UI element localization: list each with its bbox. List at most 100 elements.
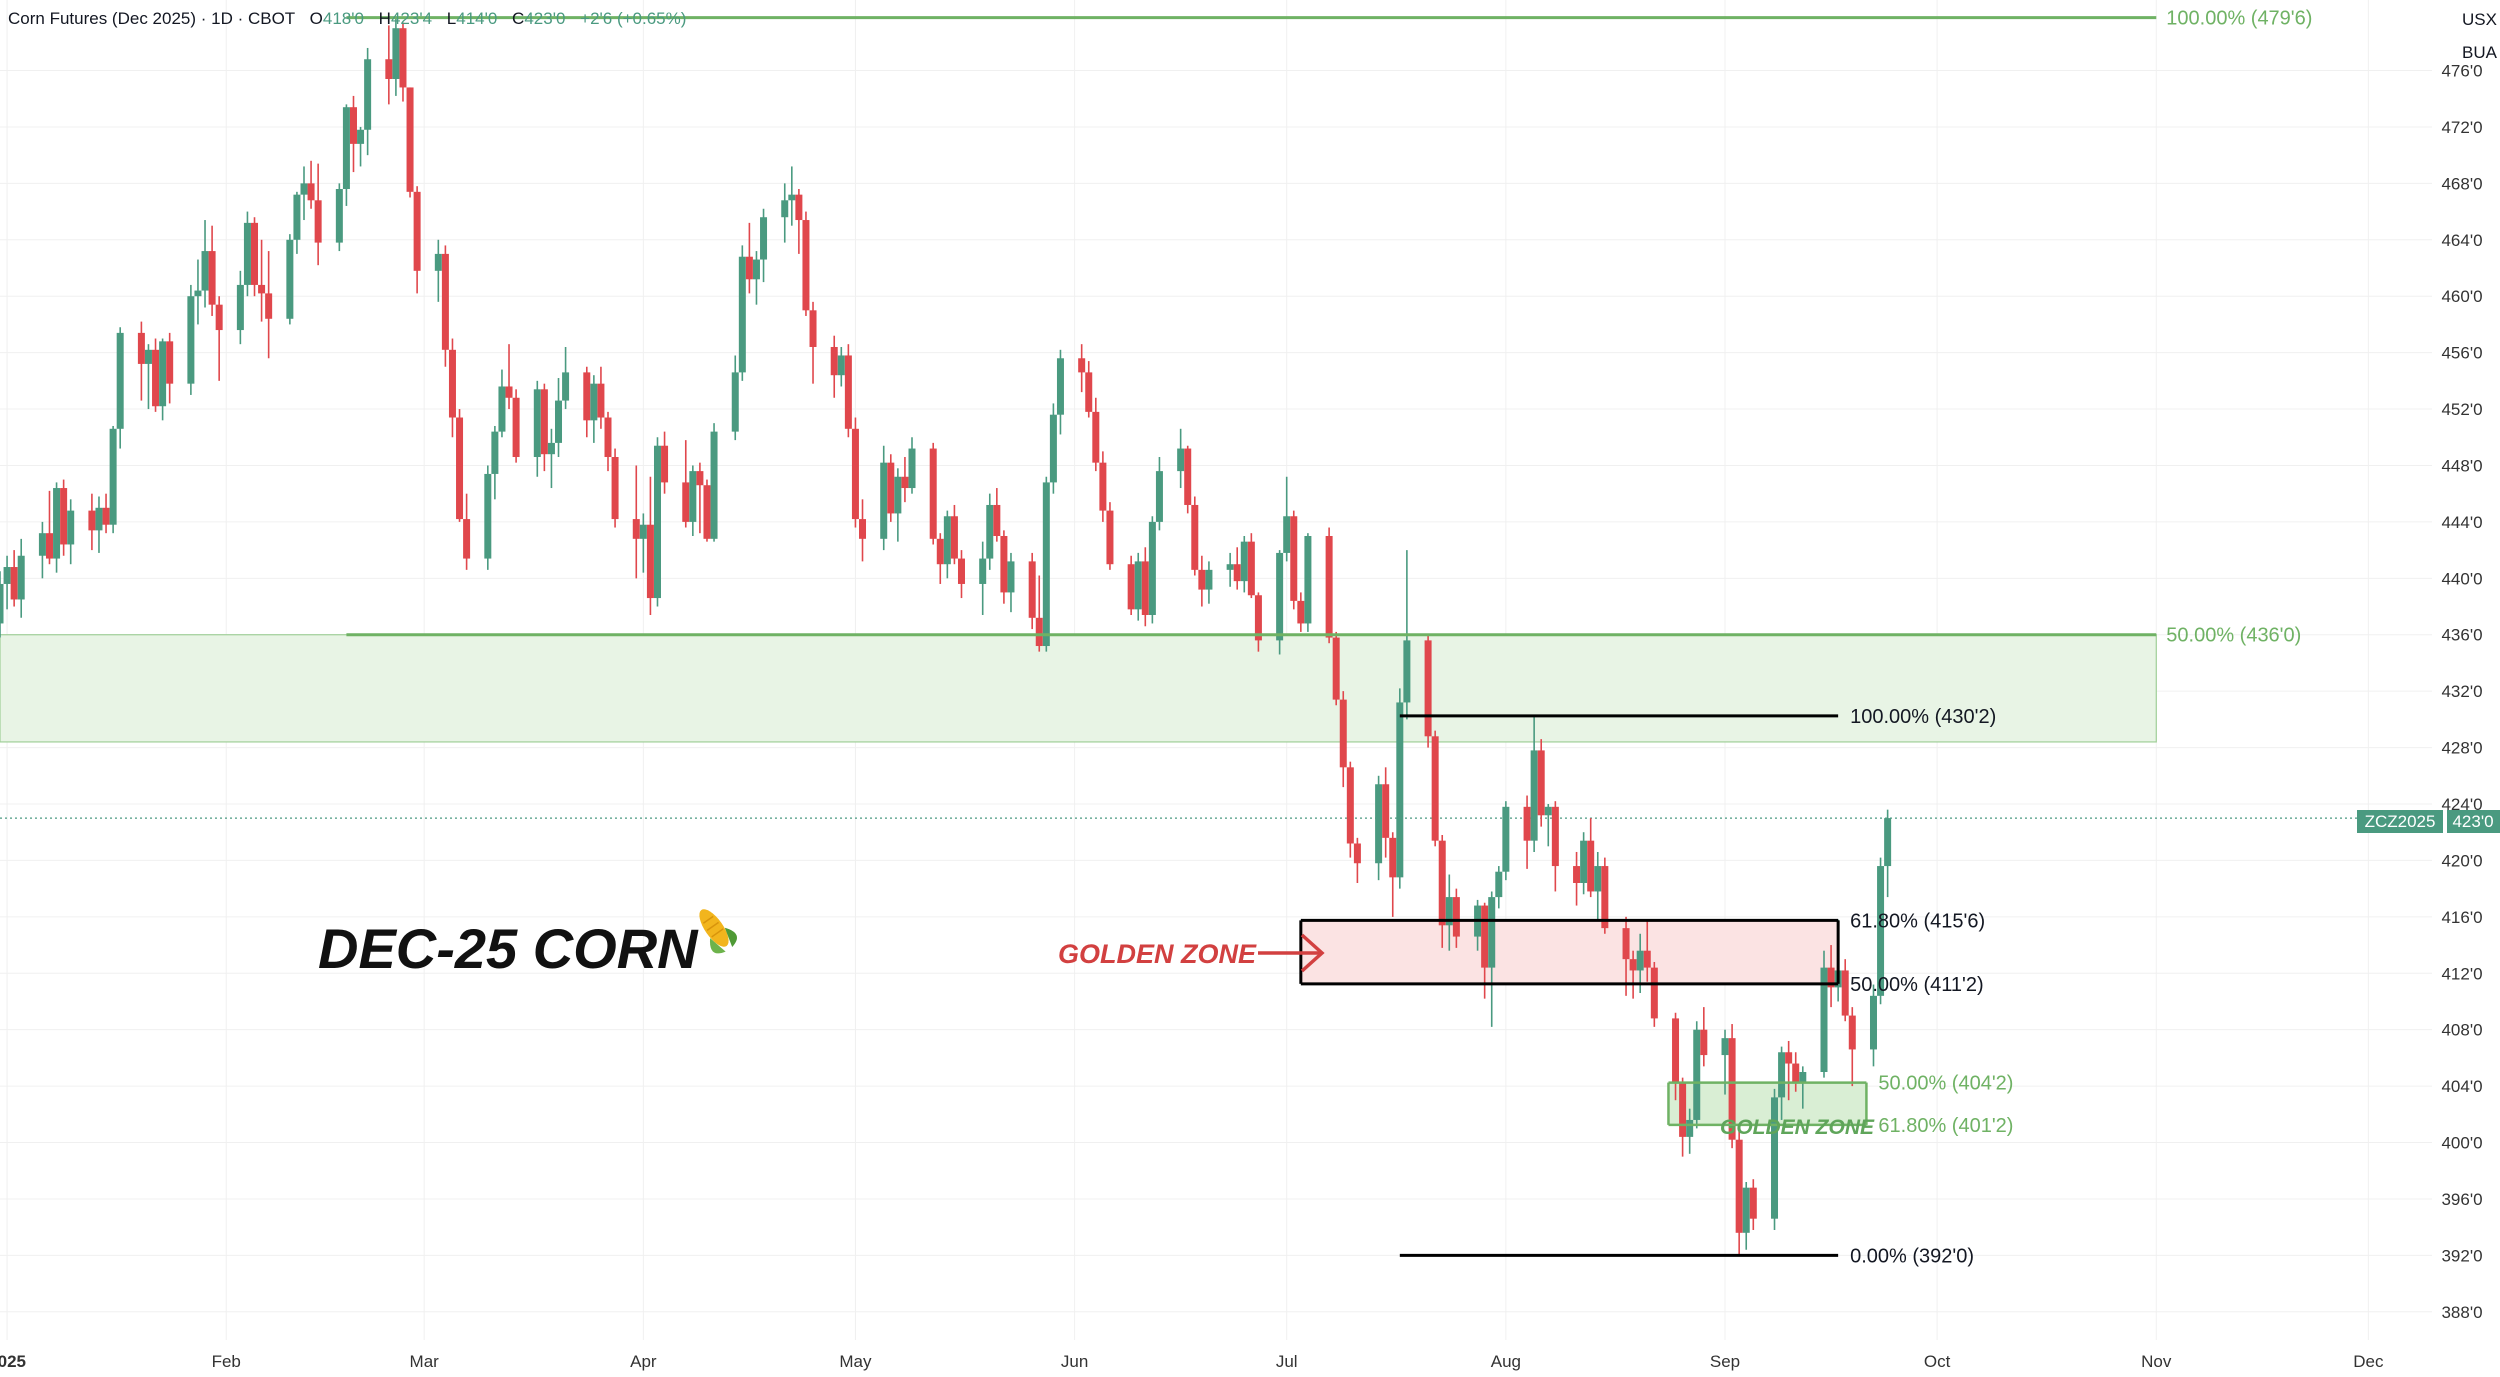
candle-body bbox=[1177, 448, 1185, 472]
candle-body bbox=[943, 516, 951, 565]
candle bbox=[604, 411, 612, 472]
candle bbox=[1452, 888, 1460, 948]
svg-text:Corn Futures (Dec 2025) · 1D ·: Corn Futures (Dec 2025) · 1D · CBOT O418… bbox=[8, 9, 686, 28]
candle-body bbox=[38, 533, 46, 556]
candle bbox=[364, 47, 372, 156]
candle bbox=[1771, 1088, 1779, 1230]
candle bbox=[187, 284, 195, 395]
candle bbox=[505, 344, 513, 410]
candle-body bbox=[1799, 1072, 1807, 1084]
golden-zone-box bbox=[1300, 920, 1839, 984]
candle bbox=[1325, 527, 1333, 644]
candle-body bbox=[745, 256, 753, 280]
y-tick-label: 412'0 bbox=[2441, 964, 2482, 983]
candle bbox=[1339, 691, 1347, 788]
candle-body bbox=[1431, 736, 1439, 841]
candle-body bbox=[929, 448, 937, 539]
golden-zone-annotation: GOLDEN ZONE bbox=[1058, 939, 1257, 969]
candle-body bbox=[1424, 640, 1432, 737]
candle bbox=[745, 222, 753, 294]
x-tick-label: 2025 bbox=[0, 1352, 26, 1371]
candle bbox=[307, 160, 315, 209]
fib-major-zone bbox=[0, 634, 2157, 743]
candle bbox=[1672, 1012, 1680, 1101]
candle-body bbox=[1551, 806, 1559, 867]
candle-body bbox=[1820, 967, 1828, 1072]
candle-body bbox=[837, 355, 845, 376]
candle bbox=[201, 220, 209, 308]
candle-body bbox=[1389, 837, 1397, 878]
candle-body bbox=[1332, 637, 1340, 700]
candle-body bbox=[1078, 358, 1086, 373]
candle-body bbox=[1290, 516, 1298, 601]
candle bbox=[1205, 561, 1213, 604]
candle-body bbox=[1693, 1029, 1701, 1120]
candle-body bbox=[851, 428, 859, 520]
candle-body bbox=[1700, 1029, 1708, 1056]
candle bbox=[781, 183, 789, 243]
candle-body bbox=[1085, 372, 1093, 412]
x-tick-label: Apr bbox=[630, 1352, 657, 1371]
candle-body bbox=[1686, 1119, 1694, 1137]
low-label: L bbox=[447, 9, 456, 28]
candle-body bbox=[1594, 866, 1602, 892]
candle-body bbox=[1042, 482, 1050, 647]
candle-body bbox=[208, 251, 216, 305]
candle bbox=[406, 87, 414, 198]
candle bbox=[1792, 1052, 1800, 1092]
candle-body bbox=[1792, 1063, 1800, 1084]
x-tick-label: May bbox=[839, 1352, 872, 1371]
candle-body bbox=[562, 372, 570, 401]
candle bbox=[300, 166, 308, 221]
candle-body bbox=[1523, 806, 1531, 841]
x-tick-label: Feb bbox=[212, 1352, 241, 1371]
candle-body bbox=[463, 519, 471, 559]
candle-body bbox=[639, 524, 647, 539]
fib-major-label: 50.00% (436'0) bbox=[2166, 625, 2301, 647]
candle bbox=[1028, 552, 1036, 630]
candle-body bbox=[95, 507, 103, 531]
candle bbox=[1573, 851, 1581, 906]
fib-layer: 100.00% (479'6) 50.00% (436'0) 100.00% (43… bbox=[346, 8, 2312, 1267]
candle bbox=[1092, 397, 1100, 472]
candle-body bbox=[434, 253, 442, 271]
candle-body bbox=[53, 488, 61, 559]
candle bbox=[851, 417, 859, 528]
candle bbox=[1735, 1131, 1743, 1256]
candle-body bbox=[236, 284, 244, 331]
candle bbox=[703, 479, 711, 542]
fib-swing-label: 0.00% (392'0) bbox=[1850, 1245, 1974, 1267]
x-tick-label: Oct bbox=[1924, 1352, 1951, 1371]
candle bbox=[1056, 349, 1064, 435]
candle-body bbox=[1106, 510, 1114, 565]
golden-zone-arrow-icon bbox=[1258, 933, 1325, 973]
axis-currency-label: USX bbox=[2462, 10, 2497, 29]
candle-body bbox=[1205, 569, 1213, 590]
candle bbox=[17, 538, 25, 618]
candle bbox=[1848, 1007, 1856, 1087]
candle bbox=[251, 217, 259, 297]
candle bbox=[265, 251, 273, 359]
symbol-title[interactable]: Corn Futures (Dec 2025) · 1D · CBOT bbox=[8, 9, 295, 28]
candle-body bbox=[1233, 564, 1241, 582]
candle-body bbox=[1247, 541, 1255, 596]
y-tick-label: 452'0 bbox=[2441, 400, 2482, 419]
candle bbox=[1389, 832, 1397, 917]
candle bbox=[583, 366, 591, 438]
candle bbox=[1424, 634, 1432, 748]
candle-body bbox=[60, 488, 68, 545]
open-value: 418'0 bbox=[323, 9, 364, 28]
candle bbox=[738, 245, 746, 381]
x-tick-label: Mar bbox=[410, 1352, 440, 1371]
candle-body bbox=[1276, 552, 1284, 641]
candle-body bbox=[399, 28, 407, 88]
candle bbox=[137, 321, 145, 401]
candle-body bbox=[632, 519, 640, 539]
candle-body bbox=[583, 372, 591, 421]
y-tick-label: 460'0 bbox=[2441, 287, 2482, 306]
change-value: +2'6 (+0.65%) bbox=[580, 9, 686, 28]
candle bbox=[413, 186, 421, 294]
candle-body bbox=[1035, 617, 1043, 647]
